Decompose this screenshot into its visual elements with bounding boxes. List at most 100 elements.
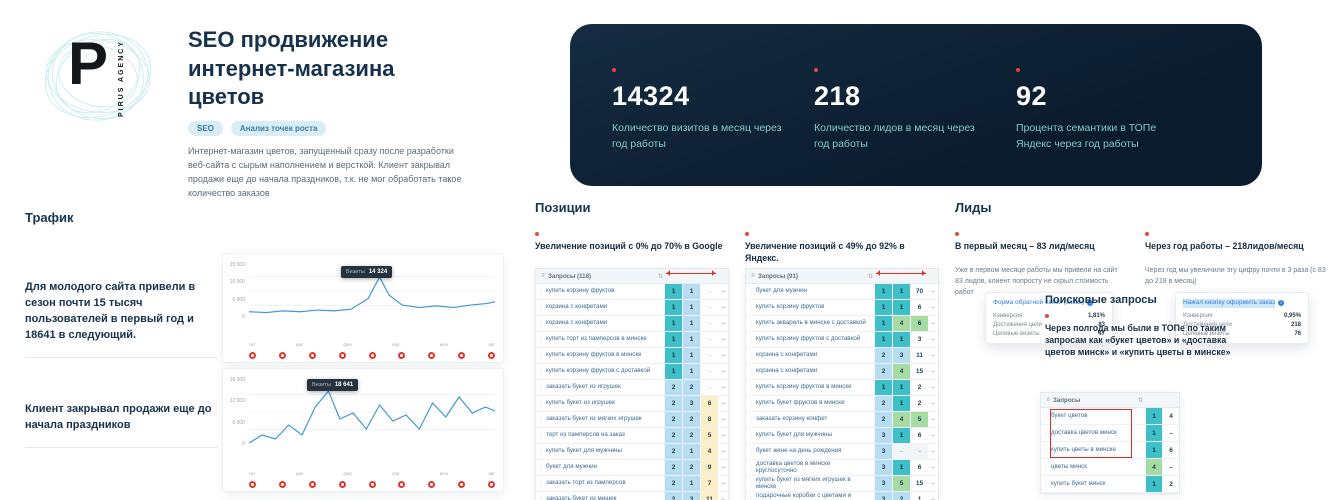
- position-cell: –: [910, 444, 928, 459]
- tag-chip[interactable]: SEO: [188, 121, 223, 136]
- stat-item: 92 Процента семантики в ТОПе Яндекс чере…: [1016, 68, 1218, 186]
- position-row[interactable]: купить корзину фруктов 1 1 6 –: [746, 300, 938, 316]
- metric-source-icon: [308, 352, 316, 359]
- trend-mark: –: [721, 336, 725, 343]
- position-row[interactable]: купить букет фруктов в минске 2 1 2 –: [746, 396, 938, 412]
- position-cell: 1: [682, 444, 700, 459]
- trend-mark: –: [721, 304, 725, 311]
- query-text: корзина с конфетами: [546, 319, 608, 327]
- sort-icon[interactable]: [1138, 397, 1143, 404]
- position-row[interactable]: заказать букет из мишек 2 3 11 –: [536, 492, 728, 500]
- position-cell: 1: [682, 476, 700, 491]
- position-row[interactable]: торт из памперсов на заказ 2 2 5 –: [536, 428, 728, 444]
- position-cell: 1: [1145, 442, 1162, 458]
- position-row[interactable]: подарочные коробки с цветами и сладостям…: [746, 492, 938, 500]
- query-text: купить корзину фруктов в минске: [546, 351, 642, 359]
- position-cell: 2: [1162, 476, 1179, 492]
- query-text: купить акварель в минске с доставкой: [756, 319, 866, 327]
- position-cell: 8: [700, 412, 718, 427]
- table-body: букет для мужчин 1 1 70 – купить корзину…: [746, 284, 938, 500]
- position-cell: 1: [892, 332, 910, 347]
- position-row[interactable]: корзина с конфетами 1 1 – –: [536, 316, 728, 332]
- traffic-chart-year2: 18 000 12 000 6 000 0 Визиты 18 641 окт дек ф…: [222, 368, 504, 492]
- position-row[interactable]: купить акварель в минске с доставкой 1 4…: [746, 316, 938, 332]
- position-row[interactable]: заказать букет из игрушек 2 2 – –: [536, 380, 728, 396]
- query-row[interactable]: цветы минск 4 –: [1041, 459, 1179, 476]
- row-handle-icon: [1041, 476, 1051, 492]
- sort-icon[interactable]: [658, 273, 663, 280]
- position-row[interactable]: купить корзину фруктов 1 1 – –: [536, 284, 728, 300]
- position-row[interactable]: букет для мужчин 2 2 9 –: [536, 460, 728, 476]
- position-row[interactable]: корзина с конфетами 1 1 – –: [536, 300, 728, 316]
- position-row[interactable]: купить корзину фруктов с доставкой 1 1 3…: [746, 332, 938, 348]
- filter-icon[interactable]: [538, 273, 548, 279]
- position-row[interactable]: букет для мужчин 1 1 70 –: [746, 284, 938, 300]
- y-axis-tick: 15 000: [229, 262, 245, 268]
- position-row[interactable]: купить букет для мужчины 2 1 4 –: [536, 444, 728, 460]
- position-row[interactable]: купить корзину фруктов в минске 1 1 – –: [536, 348, 728, 364]
- sort-icon[interactable]: [868, 273, 873, 280]
- position-cell: 1: [892, 460, 910, 475]
- position-row[interactable]: купить букет для мужчины 3 1 6 –: [746, 428, 938, 444]
- stat-item: 14324 Количество визитов в месяц через г…: [612, 68, 814, 186]
- position-cell: 6: [910, 300, 928, 315]
- position-cell: 1: [664, 284, 682, 299]
- accent-dot: [745, 232, 749, 236]
- position-row[interactable]: заказать букет из мягких игрушек 2 2 8 –: [536, 412, 728, 428]
- trend-mark: –: [721, 320, 725, 327]
- row-handle-icon: [746, 380, 756, 395]
- query-row[interactable]: букет цветов 1 4: [1041, 408, 1179, 425]
- metric-value: 76: [1294, 330, 1301, 337]
- queries-column-header[interactable]: Запросы (91): [758, 272, 798, 280]
- position-row[interactable]: купить букет из игрушек 2 3 6 –: [536, 396, 728, 412]
- query-row[interactable]: купить цветы в минске 1 6: [1041, 442, 1179, 459]
- goal-link[interactable]: Нажал кнопку оформить заказ: [1183, 299, 1275, 308]
- position-cell: 1: [892, 428, 910, 443]
- position-cell: –: [700, 284, 718, 299]
- yandex-caption: Увеличение позиций с 49% до 92% в Яндекс…: [745, 232, 935, 265]
- stat-label: Количество визитов в месяц через год раб…: [612, 122, 782, 150]
- position-cell: 3: [874, 460, 892, 475]
- queries-column-header[interactable]: Запросы: [1053, 396, 1081, 404]
- filter-icon[interactable]: [748, 273, 758, 279]
- trend-mark: –: [931, 496, 935, 500]
- info-icon[interactable]: [1277, 300, 1284, 306]
- position-cell: 1: [1145, 408, 1162, 424]
- traffic-note-1: Для молодого сайта привели в сезон почти…: [25, 280, 217, 358]
- search-queries-heading: Поисковые запросы: [1045, 294, 1157, 306]
- query-row[interactable]: доставка цветов минск 1 –: [1041, 425, 1179, 442]
- y-axis-tick: 18 000: [229, 377, 245, 383]
- tag-chip[interactable]: Анализ точек роста: [230, 121, 327, 136]
- position-row[interactable]: доставка цветов в минске круглосуточно 3…: [746, 460, 938, 476]
- trend-mark: –: [931, 464, 935, 471]
- query-text: купить корзину фруктов с доставкой: [546, 367, 651, 375]
- query-text: купить корзину фруктов в минске: [756, 383, 852, 391]
- goal-link[interactable]: Форма обратной связи (заказ): [993, 299, 1085, 306]
- table-header: Запросы: [1041, 393, 1179, 408]
- query-text: заказать корзину конфет: [756, 415, 828, 423]
- position-row[interactable]: купить букет из мягких игрушек в минске …: [746, 476, 938, 492]
- position-cell: 2: [682, 460, 700, 475]
- query-row[interactable]: купить букет минск 1 2: [1041, 476, 1179, 493]
- position-row[interactable]: заказать корзину конфет 2 4 5 –: [746, 412, 938, 428]
- visits-line: [249, 391, 495, 443]
- position-row[interactable]: купить корзину фруктов в минске 1 1 2 –: [746, 380, 938, 396]
- position-row[interactable]: корзина с конфетами 2 3 11 –: [746, 348, 938, 364]
- accent-dot: [535, 232, 539, 236]
- position-cell: 2: [682, 428, 700, 443]
- metric-value: 0,95%: [1283, 312, 1301, 319]
- y-axis-tick: 12 000: [229, 398, 245, 405]
- position-cell: 70: [910, 284, 928, 299]
- position-row[interactable]: букет жене на день рождения 3 – – –: [746, 444, 938, 460]
- metric-source-icon: [249, 352, 256, 359]
- position-row[interactable]: купить корзину фруктов с доставкой 1 1 –…: [536, 364, 728, 380]
- queries-column-header[interactable]: Запросы (118): [548, 272, 592, 280]
- position-cell: 2: [892, 492, 910, 500]
- row-handle-icon: [536, 316, 546, 331]
- filter-icon[interactable]: [1043, 397, 1053, 403]
- info-icon[interactable]: [1087, 300, 1094, 306]
- position-row[interactable]: корзина с конфетами 2 4 15 –: [746, 364, 938, 380]
- position-row[interactable]: купить торт из памперсов в минске 1 1 – …: [536, 332, 728, 348]
- caption-text: Увеличение позиций с 0% до 70% в Google: [535, 241, 723, 251]
- position-row[interactable]: заказать торт из памперсов 2 1 7 –: [536, 476, 728, 492]
